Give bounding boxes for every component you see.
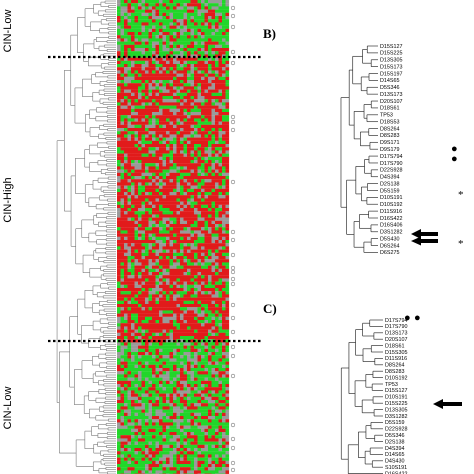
panel-c-leaf-label: D16S422 [385, 471, 407, 474]
panel-c-leaf-label: D10S191 [385, 395, 407, 401]
panel-c-leaf-label: D5S346 [385, 433, 404, 439]
panel-b-leaf-label: D9S171 [380, 140, 399, 146]
cin-low-bottom-label: CIN-Low [2, 387, 14, 430]
panel-c-leaf-label: D17S790 [385, 324, 407, 330]
panel-b-leaf-label: D15S197 [380, 71, 402, 77]
panel-b-arrow-2 [411, 236, 438, 246]
panel-b-leaf-label: D15S225 [380, 51, 402, 57]
panel-c-dot-marker-2: ● [414, 312, 421, 324]
panel-b-leaf-label: D3S1282 [380, 230, 402, 236]
panel-b-leaf-label: D6S264 [380, 243, 399, 249]
panel-c-leaf-label: D13S305 [385, 407, 407, 413]
panel-b-leaf-label: D17S794 [380, 154, 402, 160]
panel-c-leaf-label: S10S191 [385, 465, 407, 471]
panel-b-leaf-label: D8S283 [380, 133, 399, 139]
panel-c-leaf-label: D15S127 [385, 388, 407, 394]
panel-b-leaf-label: D15S127 [380, 44, 402, 50]
panel-c-leaf-label: D22S928 [385, 427, 407, 433]
panel-b-arrow-1 [411, 229, 438, 239]
panel-b-leaf-label: D22S928 [380, 168, 402, 174]
panel-c-leaf-label: D4S394 [385, 446, 404, 452]
panel-c-leaf-label: D8S283 [385, 369, 404, 375]
panel-b-label: B) [263, 26, 276, 41]
panel-c-leaf-label: D20S107 [385, 337, 407, 343]
panel-b-leaf-label: D5S159 [380, 188, 399, 194]
panel-b-leaf-label: D4S394 [380, 175, 399, 181]
cin-high-label: CIN-High [2, 177, 14, 222]
panel-c-leaf-label: TP53 [385, 382, 398, 388]
panel-c-leaf-label: D8S264 [385, 363, 404, 369]
panel-c-leaf-label: D11S916 [385, 356, 407, 362]
panel-c-leaf-label: D15S225 [385, 401, 407, 407]
panel-a-circle-markers [230, 5, 236, 473]
panel-c-dot-marker-1: ● [404, 312, 411, 324]
panel-c-leaf-label: D14S65 [385, 452, 404, 458]
panel-b-leaf-label: D10S191 [380, 195, 402, 201]
panel-b-arrows [411, 229, 438, 246]
panel-c-leaf-label: D4S430 [385, 459, 404, 465]
panel-c-label: C) [263, 301, 277, 316]
panel-b-leaf-label: D10S192 [380, 202, 402, 208]
panel-b-leaf-label: D18S61 [380, 106, 399, 112]
panel-b-leaf-label: TP53 [380, 113, 393, 119]
panel-b-leaf-label: D18S53 [380, 119, 399, 125]
panel-c-leaf-label: D13S173 [385, 331, 407, 337]
cin-low-top-label: CIN-Low [2, 10, 14, 53]
panel-a-heatmap [117, 0, 230, 474]
panel-b-leaf-label: D5S346 [380, 85, 399, 91]
panel-b-leaf-label: D15S173 [380, 64, 402, 70]
panel-b-dot-marker-1: ● [451, 143, 458, 155]
panel-c-leaf-label: D17S794 [385, 318, 407, 324]
panel-b-leaf-label: D14S65 [380, 78, 399, 84]
panel-b-leaf-label: D16S406 [380, 223, 402, 229]
panel-b-leaf-label: D17S790 [380, 161, 402, 167]
panel-b-leaf-label: D13S173 [380, 92, 402, 98]
panel-b-leaf-label: D8S264 [380, 126, 399, 132]
panel-c-leaf-labels: D17S794D17S790D13S173D20S107D18S61D15S30… [385, 318, 407, 474]
panel-c-leaf-label: D10S192 [385, 375, 407, 381]
panel-b-leaf-label: D5S430 [380, 236, 399, 242]
panel-a-dendrogram [56, 0, 116, 474]
panel-b-asterisk-marker-2: * [458, 238, 464, 250]
panel-c-leaf-label: D2S138 [385, 439, 404, 445]
panel-c-leaf-label: D5S159 [385, 420, 404, 426]
panel-b-leaf-label: D9S179 [380, 147, 399, 153]
panel-b-leaf-label: D16S422 [380, 216, 402, 222]
panel-b-leaf-labels: D15S127D15S225D13S305D15S173D15S197D14S6… [380, 44, 402, 256]
panel-b-dot-marker-2: ● [451, 153, 458, 165]
panel-b-asterisk-marker-1: * [458, 189, 464, 201]
panel-b-leaf-label: D11S916 [380, 209, 402, 215]
panel-b-leaf-label: D13S305 [380, 58, 402, 64]
panel-c-leaf-label: D15S305 [385, 350, 407, 356]
panel-b-leaf-label: D2S138 [380, 181, 399, 187]
panel-b-dendrogram [340, 45, 378, 253]
panel-c-leaf-label: D18S61 [385, 343, 404, 349]
panel-b-leaf-label: D6S275 [380, 250, 399, 256]
panel-b-leaf-label: D20S107 [380, 99, 402, 105]
panel-c-arrow [433, 399, 462, 409]
panel-c-leaf-label: D3S1282 [385, 414, 407, 420]
